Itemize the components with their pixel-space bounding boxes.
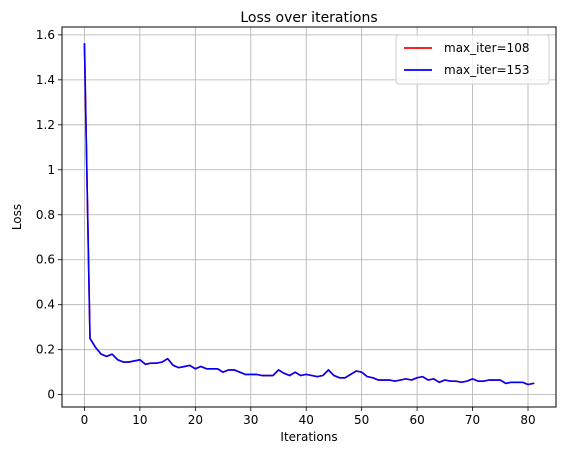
legend-label-max-iter-108: max_iter=108: [444, 41, 529, 55]
y-tick-label: 1.4: [36, 73, 55, 87]
axis-ticks: 0 10 20 30 40 50 60 70 80 0 0.2 0.4 0.6 0.8 1 1.2 1.4 1.6: [36, 28, 536, 427]
legend: max_iter=108 max_iter=153: [395, 34, 550, 85]
series-lines: [83, 43, 535, 386]
legend-label-max-iter-153: max_iter=153: [444, 63, 529, 77]
x-tick-label: 50: [354, 413, 369, 427]
y-tick-label: 1: [47, 163, 55, 177]
x-tick-label: 40: [299, 413, 314, 427]
y-tick-label: 1.6: [36, 28, 55, 42]
y-tick-label: 0.6: [36, 253, 55, 267]
x-tick-label: 70: [465, 413, 480, 427]
y-tick-label: 0.2: [36, 343, 55, 357]
series-line-max-iter-153: [83, 43, 535, 386]
x-axis-label: Iterations: [280, 430, 337, 444]
y-axis-label: Loss: [10, 204, 24, 230]
x-tick-label: 0: [81, 413, 89, 427]
chart-title: Loss over iterations: [240, 10, 377, 26]
legend-box: [395, 34, 550, 85]
grid: [62, 27, 556, 407]
x-tick-label: 30: [243, 413, 258, 427]
y-tick-label: 0.4: [36, 298, 55, 312]
y-tick-label: 0.8: [36, 208, 55, 222]
x-tick-label: 10: [132, 413, 147, 427]
x-tick-label: 20: [188, 413, 203, 427]
y-tick-label: 1.2: [36, 118, 55, 132]
x-tick-label: 80: [520, 413, 535, 427]
y-tick-label: 0: [47, 388, 55, 402]
x-tick-label: 60: [409, 413, 424, 427]
plot-frame: [61, 26, 557, 408]
